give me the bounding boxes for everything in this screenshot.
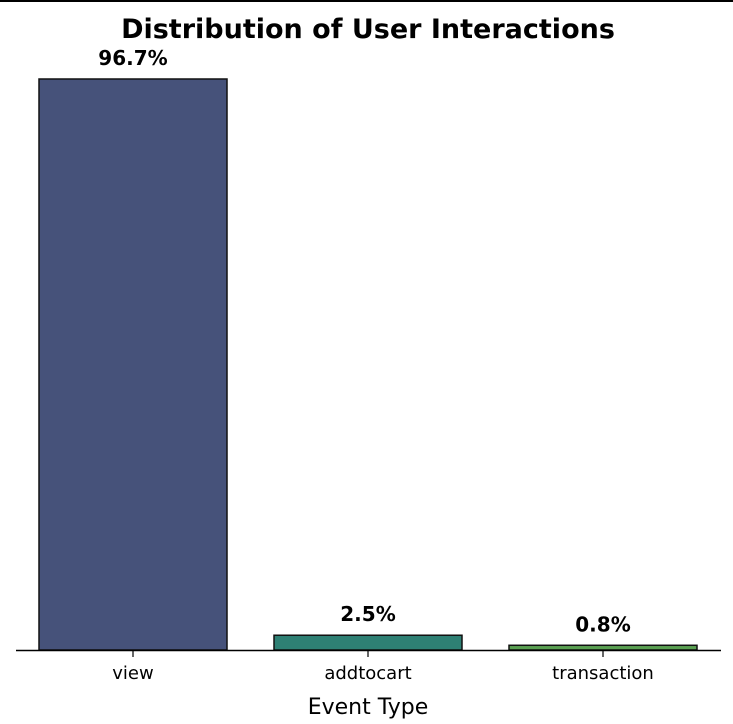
bar-transaction [508,644,698,651]
bar-value-label-addtocart: 2.5% [340,602,395,626]
bar-value-label-transaction: 0.8% [575,612,630,636]
x-tick-label-transaction: transaction [552,663,654,684]
x-axis-tick-labels: view addtocart transaction [112,663,654,684]
top-border [0,0,733,2]
bar-value-label-view: 96.7% [98,46,167,70]
chart-title: Distribution of User Interactions [121,14,615,45]
x-axis-label: Event Type [308,695,429,720]
x-tick-label-addtocart: addtocart [324,663,411,684]
bar-value-labels: 96.7% 2.5% 0.8% [98,46,630,636]
bar-addtocart [273,634,463,651]
x-tick-label-view: view [112,663,153,684]
x-axis-ticks [132,651,604,657]
bar-view [38,78,228,651]
bars-group [38,78,698,651]
